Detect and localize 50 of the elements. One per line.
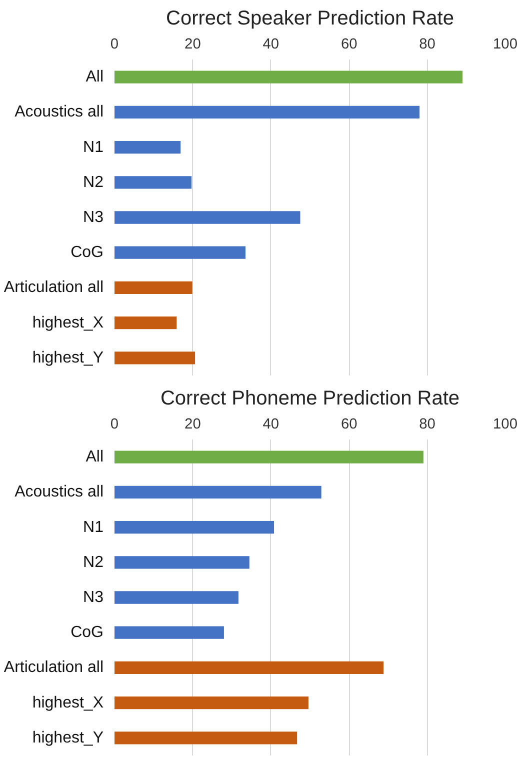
x-tick-label: 20	[184, 416, 201, 432]
x-tick-label: 0	[110, 36, 119, 52]
bar	[114, 626, 224, 639]
bar	[114, 591, 238, 604]
y-tick-label: N1	[83, 138, 104, 156]
bar	[114, 106, 420, 118]
y-tick-label: CoG	[70, 244, 104, 262]
bar	[114, 520, 274, 534]
y-tick-label: highest_Y	[32, 349, 104, 366]
bar	[114, 281, 192, 294]
y-tick-label: N2	[83, 174, 104, 191]
bar	[114, 176, 192, 189]
y-tick-label: CoG	[70, 624, 104, 642]
bar	[114, 486, 322, 498]
y-tick-label: Acoustics all	[14, 104, 104, 121]
y-tick-label: Articulation all	[4, 659, 104, 676]
x-tick-label: 40	[262, 416, 280, 432]
bar	[114, 211, 300, 224]
y-tick-label: All	[86, 68, 104, 86]
y-tick-label: N2	[83, 554, 104, 571]
y-tick-label: N1	[83, 518, 104, 536]
chart-title: Correct Speaker Prediction Rate	[166, 8, 454, 30]
y-tick-label: All	[86, 448, 104, 466]
bar	[114, 246, 246, 259]
y-tick-label: highest_X	[32, 314, 104, 332]
y-tick-label: Acoustics all	[14, 484, 104, 501]
bar	[114, 732, 298, 744]
bar	[114, 352, 196, 364]
y-tick-label: highest_Y	[32, 729, 104, 746]
x-tick-label: 100	[493, 416, 517, 432]
y-tick-label: N3	[83, 589, 104, 606]
y-tick-label: highest_X	[32, 694, 104, 712]
x-tick-label: 80	[419, 416, 436, 432]
bar	[114, 316, 177, 330]
x-tick-label: 60	[340, 36, 358, 52]
bar	[114, 70, 462, 84]
bar	[114, 450, 424, 464]
y-tick-label: N3	[83, 209, 104, 226]
bar	[114, 661, 384, 674]
bar	[114, 696, 308, 710]
x-tick-label: 40	[262, 36, 280, 52]
x-tick-label: 0	[110, 416, 119, 432]
x-tick-label: 20	[184, 36, 201, 52]
x-tick-label: 100	[493, 36, 517, 52]
x-tick-label: 80	[419, 36, 436, 52]
bar	[114, 140, 181, 154]
bar	[114, 556, 250, 569]
y-tick-label: Articulation all	[4, 279, 104, 296]
x-tick-label: 60	[340, 416, 358, 432]
chart-title: Correct Phoneme Prediction Rate	[160, 388, 460, 410]
